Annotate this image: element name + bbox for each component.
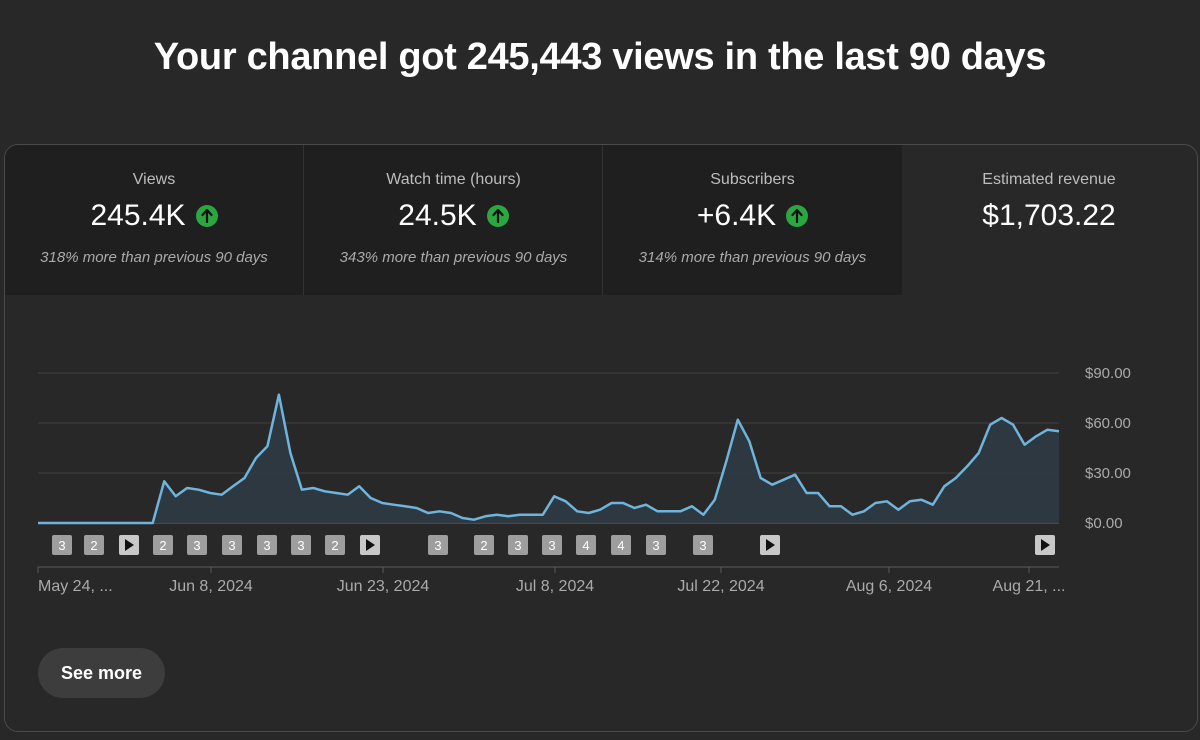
- video-count-marker[interactable]: 3: [222, 535, 242, 555]
- video-count-marker[interactable]: 3: [646, 535, 666, 555]
- video-count-marker[interactable]: 3: [428, 535, 448, 555]
- x-tick-label: Jun 23, 2024: [337, 578, 430, 595]
- video-count-marker[interactable]: 2: [153, 535, 173, 555]
- x-tick-label: Jul 8, 2024: [516, 578, 594, 595]
- svg-text:3: 3: [58, 538, 65, 553]
- svg-text:3: 3: [263, 538, 270, 553]
- video-count-marker[interactable]: 3: [693, 535, 713, 555]
- svg-text:2: 2: [480, 538, 487, 553]
- y-tick-label: $90.00: [1085, 365, 1131, 382]
- svg-text:2: 2: [331, 538, 338, 553]
- see-more-button[interactable]: See more: [38, 648, 165, 698]
- video-count-marker[interactable]: 4: [576, 535, 596, 555]
- svg-text:2: 2: [159, 538, 166, 553]
- video-count-marker[interactable]: 3: [187, 535, 207, 555]
- video-count-marker[interactable]: 2: [325, 535, 345, 555]
- metric-comparison: 343% more than previous 90 days: [339, 249, 568, 266]
- svg-text:4: 4: [582, 538, 589, 553]
- svg-text:3: 3: [193, 538, 200, 553]
- video-play-marker[interactable]: [760, 535, 780, 555]
- x-tick-label: May 24, ...: [38, 578, 113, 595]
- metric-label: Views: [132, 171, 176, 188]
- svg-text:3: 3: [699, 538, 706, 553]
- x-tick-label: Aug 6, 2024: [846, 578, 932, 595]
- video-play-marker[interactable]: [360, 535, 380, 555]
- arrow-up-icon: [786, 205, 809, 227]
- x-tick-label: Jun 8, 2024: [169, 578, 253, 595]
- video-count-marker[interactable]: 4: [611, 535, 631, 555]
- svg-text:3: 3: [652, 538, 659, 553]
- y-tick-label: $30.00: [1085, 465, 1131, 482]
- svg-text:4: 4: [617, 538, 624, 553]
- svg-text:3: 3: [514, 538, 521, 553]
- y-tick-label: $60.00: [1085, 415, 1131, 432]
- series-line: [38, 393, 1060, 525]
- svg-text:2: 2: [90, 538, 97, 553]
- metric-tab-views[interactable]: Views 245.4K 318% more than previous 90 …: [5, 145, 303, 295]
- page-headline: Your channel got 245,443 views in the la…: [153, 36, 1047, 78]
- metric-label: Estimated revenue: [982, 171, 1116, 188]
- arrow-up-icon: [486, 205, 509, 227]
- video-count-marker[interactable]: 3: [257, 535, 277, 555]
- metric-value: $1,703.22: [982, 199, 1116, 232]
- series-area: [38, 394, 1059, 523]
- svg-text:3: 3: [297, 538, 304, 553]
- video-count-marker[interactable]: 2: [474, 535, 494, 555]
- svg-text:3: 3: [228, 538, 235, 553]
- x-tick-label: Aug 21, ...: [993, 578, 1066, 595]
- metric-tab-subscribers[interactable]: Subscribers +6.4K 314% more than previou…: [602, 145, 902, 295]
- metric-value: 245.4K: [90, 199, 186, 232]
- metric-tabs: Views 245.4K 318% more than previous 90 …: [5, 145, 1197, 295]
- y-tick-label: $0.00: [1085, 515, 1123, 532]
- metric-value: 24.5K: [398, 199, 477, 232]
- video-count-marker[interactable]: 3: [291, 535, 311, 555]
- metric-tab-watch-time[interactable]: Watch time (hours) 24.5K 343% more than …: [303, 145, 603, 295]
- metric-label: Subscribers: [710, 171, 795, 188]
- metric-tab-revenue[interactable]: Estimated revenue $1,703.22: [901, 145, 1197, 295]
- revenue-chart: $0.00 $30.00 $60.00 $90.00 3 2 2 3 3 3 3 2 3 2 3 3 4 4 3 3 M…: [37, 365, 1131, 595]
- svg-text:3: 3: [548, 538, 555, 553]
- metric-value: +6.4K: [696, 199, 777, 232]
- video-count-marker[interactable]: 3: [542, 535, 562, 555]
- metric-label: Watch time (hours): [386, 171, 521, 188]
- x-tick-label: Jul 22, 2024: [677, 578, 764, 595]
- arrow-up-icon: [195, 205, 218, 227]
- video-count-marker[interactable]: 3: [508, 535, 528, 555]
- metric-comparison: 314% more than previous 90 days: [638, 249, 867, 266]
- video-count-marker[interactable]: 3: [52, 535, 72, 555]
- metric-comparison: 318% more than previous 90 days: [40, 249, 268, 266]
- video-count-marker[interactable]: 2: [84, 535, 104, 555]
- analytics-card: Views 245.4K 318% more than previous 90 …: [4, 144, 1198, 732]
- video-play-marker[interactable]: [1035, 535, 1055, 555]
- video-play-marker[interactable]: [119, 535, 139, 555]
- svg-text:3: 3: [434, 538, 441, 553]
